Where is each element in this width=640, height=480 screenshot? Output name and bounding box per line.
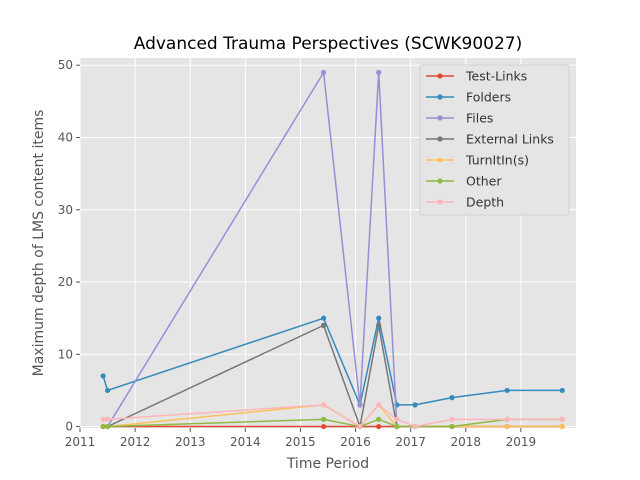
y-tick-label: 50 xyxy=(58,58,73,72)
legend-marker xyxy=(437,199,443,205)
data-point-depth xyxy=(357,423,363,430)
x-tick-label: 2013 xyxy=(175,435,206,449)
x-tick-label: 2019 xyxy=(506,435,537,449)
x-tick-label: 2017 xyxy=(395,435,426,449)
legend-item-other: Other xyxy=(426,174,502,189)
data-point-external-links xyxy=(376,322,382,328)
data-point-depth xyxy=(412,423,418,430)
legend-item-folders: Folders xyxy=(426,90,511,105)
data-point-turnitin-s xyxy=(559,423,565,430)
data-point-folders xyxy=(320,315,327,321)
data-point-files xyxy=(320,69,327,76)
legend-box xyxy=(419,64,570,216)
y-tick-label: 40 xyxy=(58,130,73,144)
series-line-other xyxy=(103,418,563,428)
data-point-other xyxy=(376,416,382,422)
legend-label: Depth xyxy=(466,195,504,210)
data-point-test-links xyxy=(376,423,382,430)
legend-item-depth: Depth xyxy=(426,195,504,210)
data-point-files xyxy=(357,402,363,408)
data-point-depth xyxy=(100,416,106,422)
data-point-depth xyxy=(104,416,111,422)
legend-label: Other xyxy=(466,174,502,189)
legend-label: External Links xyxy=(466,132,554,147)
legend-label: Test-Links xyxy=(465,69,527,84)
data-point-other xyxy=(104,423,111,430)
data-point-other xyxy=(320,416,327,422)
data-point-other xyxy=(394,423,400,430)
data-point-folders xyxy=(104,387,111,394)
data-point-folders xyxy=(376,315,382,321)
data-point-depth xyxy=(449,416,455,422)
data-point-depth xyxy=(394,416,400,422)
legend-marker xyxy=(437,94,443,100)
data-point-files xyxy=(376,69,382,76)
x-tick-label: 2014 xyxy=(230,435,261,449)
data-point-depth xyxy=(559,416,565,422)
data-point-folders xyxy=(412,402,418,408)
data-point-folders xyxy=(559,387,565,394)
x-axis-title: Time Period xyxy=(286,456,369,472)
data-point-depth xyxy=(376,402,382,408)
series-line-folders xyxy=(102,317,563,406)
data-point-other xyxy=(100,423,106,430)
legend-item-files: Files xyxy=(426,111,493,126)
y-tick-label: 20 xyxy=(58,275,73,289)
legend-marker xyxy=(437,73,443,79)
x-tick-label: 2012 xyxy=(120,435,151,449)
y-axis-title: Maximum depth of LMS content items xyxy=(31,110,47,377)
chart-title: Advanced Trauma Perspectives (SCWK90027) xyxy=(134,34,523,54)
legend-marker xyxy=(437,157,443,163)
legend-item-external-links: External Links xyxy=(426,132,554,147)
series-line-depth xyxy=(103,404,563,428)
y-tick-label: 30 xyxy=(58,203,73,217)
data-point-depth xyxy=(320,402,327,408)
legend-item-test-links: Test-Links xyxy=(426,69,527,84)
tick-labels: 2011 2012 2013 2014 2015 2016 2017 2018 2019 0 10 2… xyxy=(58,58,536,449)
series-line-turnitin-s xyxy=(103,404,563,428)
data-point-depth xyxy=(504,416,510,422)
legend-label: Files xyxy=(466,111,493,126)
legend-item-turnitin-s: TurnItIn(s) xyxy=(426,153,529,168)
legend: Test-Links Folders Files External Links Turn… xyxy=(419,64,570,216)
x-tick-label: 2016 xyxy=(340,435,371,449)
legend-marker xyxy=(437,178,443,184)
x-tick-label: 2015 xyxy=(285,435,316,449)
legend-marker xyxy=(437,136,443,142)
series-lines xyxy=(100,69,565,430)
data-point-turnitin-s xyxy=(504,423,510,430)
data-point-other xyxy=(449,423,455,430)
legend-marker xyxy=(437,115,443,121)
data-point-folders xyxy=(504,387,510,394)
legend-label: Folders xyxy=(466,90,511,105)
x-tick-label: 2018 xyxy=(451,435,482,449)
data-point-folders xyxy=(449,395,455,401)
data-point-folders xyxy=(100,373,106,379)
legend-label: TurnItIn(s) xyxy=(465,153,529,168)
series-depth xyxy=(100,402,565,430)
data-point-test-links xyxy=(320,423,327,430)
data-point-external-links xyxy=(320,322,327,328)
y-tick-label: 10 xyxy=(58,347,73,361)
y-tick-label: 0 xyxy=(65,420,73,434)
x-tick-label: 2011 xyxy=(65,435,96,449)
